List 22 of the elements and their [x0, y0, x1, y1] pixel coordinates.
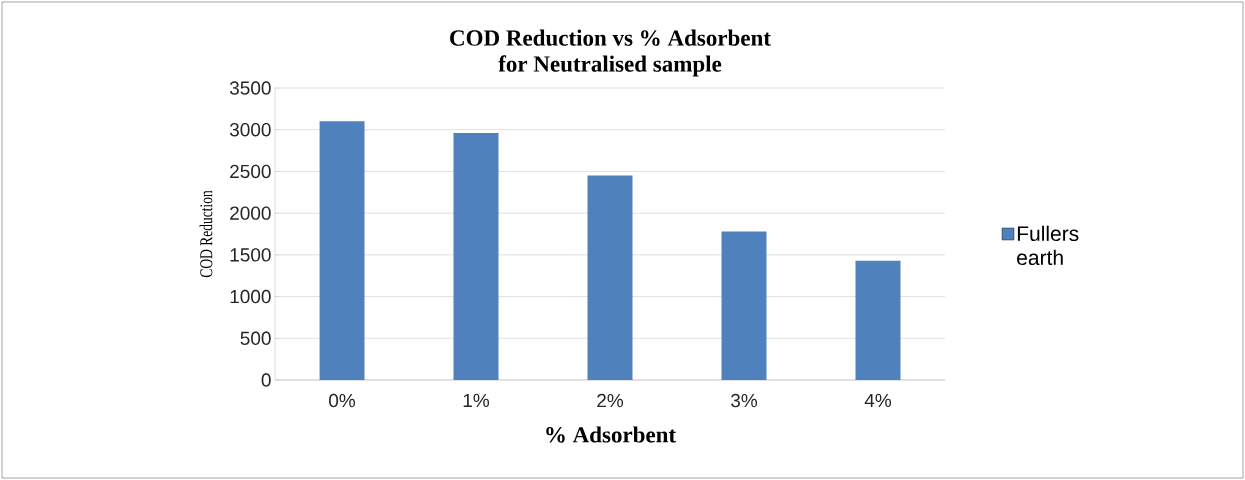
- x-tick-label: 0%: [329, 393, 356, 408]
- bar: [319, 121, 365, 380]
- x-tick-label: 3%: [731, 393, 758, 408]
- x-tick-label: 4%: [864, 393, 892, 408]
- y-tick-label: 0: [261, 373, 271, 387]
- x-tick-label: 2%: [597, 393, 624, 408]
- bar: [855, 260, 901, 380]
- x-axis-title: % Adsorbent: [546, 426, 677, 443]
- y-tick-label: 1500: [230, 248, 271, 262]
- y-tick-label: 2000: [230, 206, 271, 220]
- bar: [587, 175, 633, 380]
- y-tick-label: 3000: [229, 122, 271, 137]
- chart-title: COD Reduction vs % Adsorbent for Neutralised sample: [450, 29, 771, 77]
- y-tick-label: 2500: [230, 164, 271, 179]
- y-tick-label: 3500: [229, 81, 271, 95]
- bar: [453, 133, 499, 380]
- y-axis-title: COD Reduction: [199, 190, 213, 278]
- y-tick-label: 500: [240, 331, 271, 346]
- legend-label: Fullers earth: [1017, 225, 1079, 266]
- bar: [721, 231, 767, 380]
- x-tick-label: 1%: [463, 393, 490, 408]
- y-tick-label: 1000: [230, 289, 271, 304]
